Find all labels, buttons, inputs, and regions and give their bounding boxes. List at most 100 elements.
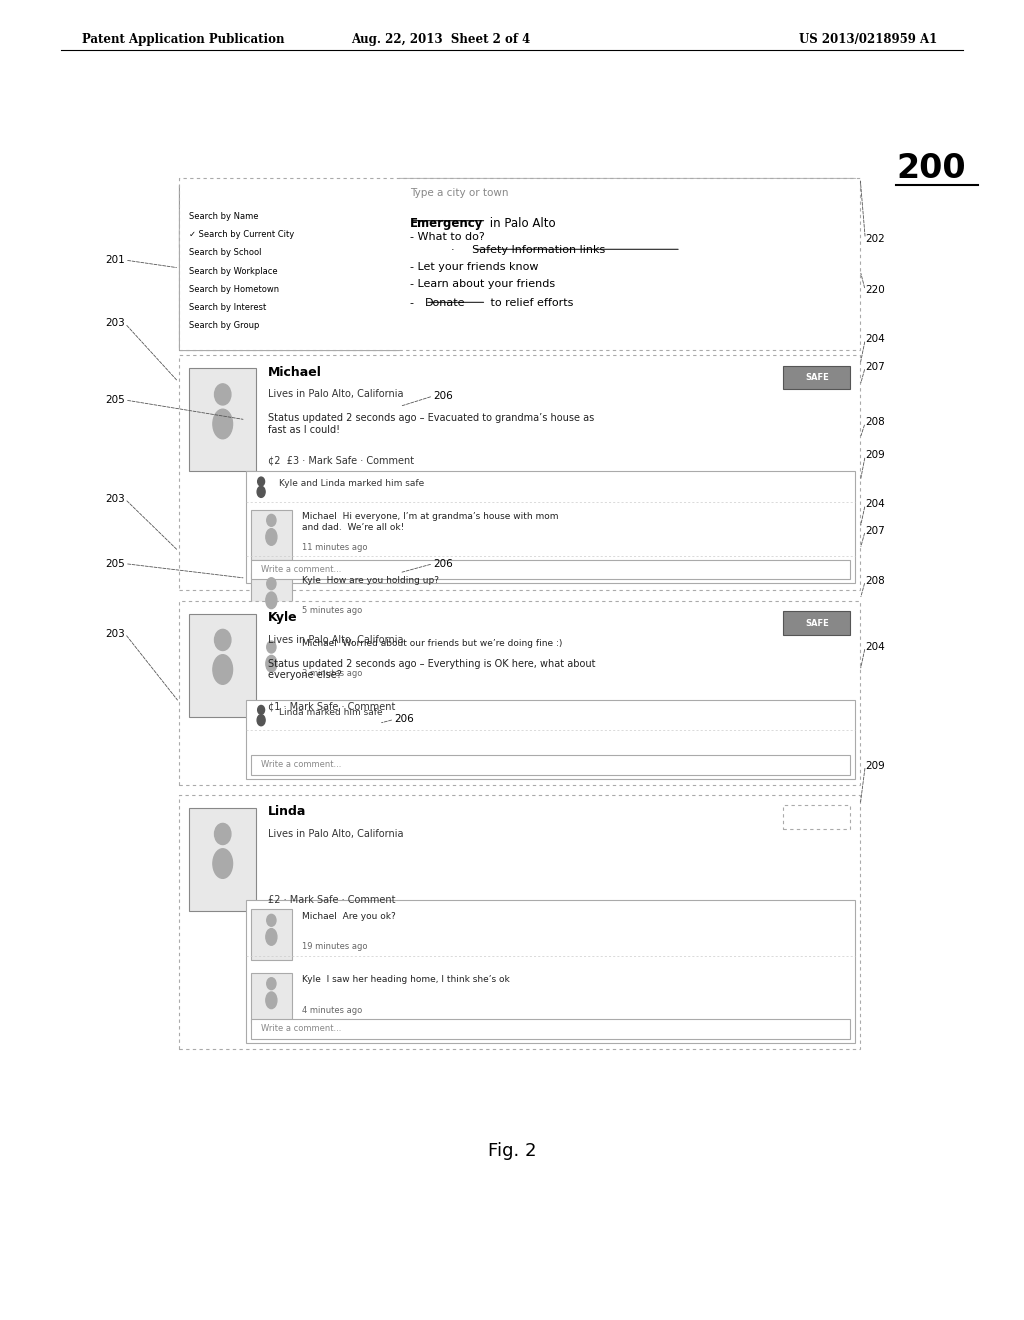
Bar xyxy=(251,560,850,579)
Text: Type a city or town: Type a city or town xyxy=(410,187,508,198)
Text: 220: 220 xyxy=(865,285,885,296)
Ellipse shape xyxy=(266,993,276,1008)
Text: 206: 206 xyxy=(433,558,453,569)
Circle shape xyxy=(266,578,276,590)
Ellipse shape xyxy=(257,486,265,498)
Ellipse shape xyxy=(266,529,276,545)
Text: Write a comment...: Write a comment... xyxy=(261,760,341,770)
Text: 205: 205 xyxy=(105,395,125,405)
Text: 3 minutes ago: 3 minutes ago xyxy=(302,669,362,678)
Text: - What to do?: - What to do? xyxy=(410,232,484,242)
Ellipse shape xyxy=(213,849,232,878)
Text: 4 minutes ago: 4 minutes ago xyxy=(302,1006,362,1015)
Text: 5 minutes ago: 5 minutes ago xyxy=(302,606,362,615)
Ellipse shape xyxy=(266,656,276,672)
Text: 206: 206 xyxy=(394,714,414,725)
Text: Aug. 22, 2013  Sheet 2 of 4: Aug. 22, 2013 Sheet 2 of 4 xyxy=(350,33,530,46)
Text: 200: 200 xyxy=(896,152,966,185)
Text: Michael  Worried about our friends but we’re doing fine :): Michael Worried about our friends but we… xyxy=(302,639,562,648)
Bar xyxy=(399,178,855,207)
Bar xyxy=(251,1019,850,1039)
Text: 202: 202 xyxy=(865,234,885,244)
Text: 208: 208 xyxy=(865,576,885,586)
Text: -: - xyxy=(410,298,417,309)
Text: 209: 209 xyxy=(865,450,885,461)
Ellipse shape xyxy=(266,929,276,945)
Ellipse shape xyxy=(213,409,232,438)
Circle shape xyxy=(266,978,276,990)
Bar xyxy=(179,230,399,247)
Text: Lives in Palo Alto, California: Lives in Palo Alto, California xyxy=(268,635,403,645)
Bar xyxy=(783,366,850,389)
Bar xyxy=(251,636,292,686)
Bar xyxy=(179,795,860,1049)
Text: Kyle: Kyle xyxy=(268,611,298,624)
Ellipse shape xyxy=(257,714,265,726)
Text: US 2013/0218959 A1: US 2013/0218959 A1 xyxy=(799,33,937,46)
Text: Emergency: Emergency xyxy=(410,216,483,230)
Text: 204: 204 xyxy=(865,499,885,510)
Bar xyxy=(246,700,855,779)
Bar xyxy=(251,573,292,623)
Text: 204: 204 xyxy=(865,334,885,345)
Text: 203: 203 xyxy=(105,494,125,504)
Text: Search by Hometown: Search by Hometown xyxy=(189,285,280,293)
Text: ¢1 · Mark Safe · Comment: ¢1 · Mark Safe · Comment xyxy=(268,701,395,711)
Circle shape xyxy=(215,630,231,651)
Text: - Learn about your friends: - Learn about your friends xyxy=(410,280,555,289)
Text: Kyle  I saw her heading home, I think she’s ok: Kyle I saw her heading home, I think she… xyxy=(302,975,510,985)
Text: £2 · Mark Safe · Comment: £2 · Mark Safe · Comment xyxy=(268,895,396,906)
Text: 203: 203 xyxy=(105,628,125,639)
Bar xyxy=(251,755,850,775)
Text: 207: 207 xyxy=(865,362,885,372)
Text: 203: 203 xyxy=(105,318,125,329)
Bar xyxy=(246,900,855,1043)
Text: ·     Safety Information links: · Safety Information links xyxy=(451,246,605,255)
Text: Donate: Donate xyxy=(425,298,466,309)
Ellipse shape xyxy=(213,655,232,684)
Text: SAFE: SAFE xyxy=(805,619,829,627)
Text: Kyle  How are you holding up?: Kyle How are you holding up? xyxy=(302,576,439,585)
Circle shape xyxy=(266,515,276,527)
Bar xyxy=(189,808,256,911)
Text: Search by Name: Search by Name xyxy=(189,213,259,222)
Text: Write a comment...: Write a comment... xyxy=(261,565,341,574)
Text: ✓ Search by Current City: ✓ Search by Current City xyxy=(189,230,295,239)
Text: Patent Application Publication: Patent Application Publication xyxy=(82,33,285,46)
Circle shape xyxy=(215,384,231,405)
Circle shape xyxy=(266,915,276,927)
Text: 209: 209 xyxy=(865,760,885,771)
Bar xyxy=(399,207,855,343)
Circle shape xyxy=(258,477,264,486)
Bar xyxy=(251,510,292,560)
Text: Linda: Linda xyxy=(268,805,306,818)
Text: Search by School: Search by School xyxy=(189,248,262,257)
Text: - Let your friends know: - Let your friends know xyxy=(410,261,538,272)
Text: SAFE: SAFE xyxy=(805,374,829,381)
Text: ¢2  £3 · Mark Safe · Comment: ¢2 £3 · Mark Safe · Comment xyxy=(268,455,415,466)
Text: Michael  Are you ok?: Michael Are you ok? xyxy=(302,912,396,921)
Text: Michael: Michael xyxy=(268,366,323,379)
Bar xyxy=(179,355,860,590)
Text: Status updated 2 seconds ago – Evacuated to grandma’s house as
fast as I could!: Status updated 2 seconds ago – Evacuated… xyxy=(268,413,595,434)
Text: 11 minutes ago: 11 minutes ago xyxy=(302,543,368,552)
Text: Michael  Hi everyone, I’m at grandma’s house with mom
and dad.  We’re all ok!: Michael Hi everyone, I’m at grandma’s ho… xyxy=(302,512,558,532)
Bar xyxy=(179,178,860,350)
Ellipse shape xyxy=(266,593,276,609)
Bar xyxy=(783,805,850,829)
Text: Search by Group: Search by Group xyxy=(189,321,260,330)
Circle shape xyxy=(258,705,264,714)
Text: in Palo Alto: in Palo Alto xyxy=(486,216,556,230)
Bar xyxy=(251,973,292,1023)
Bar xyxy=(189,614,256,717)
Text: 19 minutes ago: 19 minutes ago xyxy=(302,942,368,952)
Text: Search by Current City ▾: Search by Current City ▾ xyxy=(189,190,313,199)
Text: 201: 201 xyxy=(105,255,125,265)
Text: Lives in Palo Alto, California: Lives in Palo Alto, California xyxy=(268,829,403,840)
Text: Lives in Palo Alto, California: Lives in Palo Alto, California xyxy=(268,389,403,400)
Text: Write a comment...: Write a comment... xyxy=(261,1024,341,1034)
Text: Fig. 2: Fig. 2 xyxy=(487,1142,537,1160)
Circle shape xyxy=(266,642,276,653)
Text: 208: 208 xyxy=(865,417,885,428)
Bar xyxy=(246,471,855,583)
